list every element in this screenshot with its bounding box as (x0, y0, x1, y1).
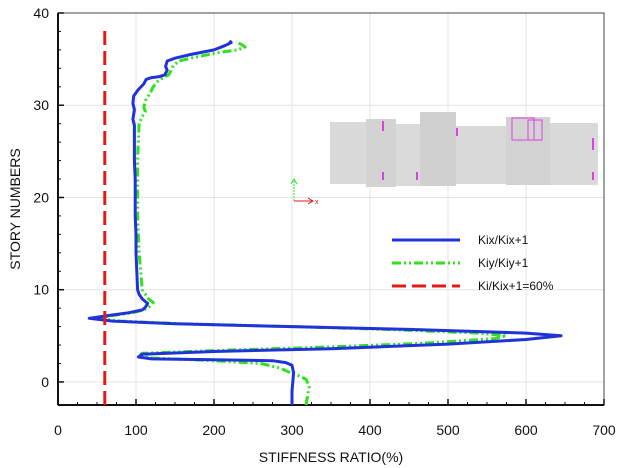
x-tick-label: 300 (280, 422, 304, 438)
plan-stair-outline (511, 117, 535, 141)
plan-core-left (366, 119, 396, 187)
plan-wall-marker (382, 172, 384, 180)
series-group (87, 29, 563, 406)
plan-body-right (456, 126, 510, 184)
x-tick-label: 100 (124, 422, 148, 438)
inset-axis-x-label: x (315, 199, 319, 206)
plan-wall-marker (456, 128, 458, 136)
y-tick-label: 40 (33, 5, 49, 21)
x-tick-label: 700 (592, 422, 616, 438)
plan-stair-outline (527, 119, 543, 141)
plan-wall-marker (592, 172, 594, 180)
legend: Kix/Kix+1 Kiy/Kiy+1 Ki/Kix+1=60% (392, 233, 554, 293)
y-tick-label: 20 (33, 189, 49, 205)
x-tick-label: 600 (514, 422, 538, 438)
plan-core-center (420, 112, 456, 186)
axis-ticks: 0 100 200 300 400 500 600 700 0 10 20 30 40 (33, 5, 615, 438)
x-tick-label: 0 (54, 422, 62, 438)
plan-wall-marker (592, 138, 594, 150)
y-tick-label: 0 (41, 374, 49, 390)
legend-label-limit: Ki/Kix+1=60% (478, 279, 554, 293)
series-line-1 (95, 40, 508, 406)
legend-label-kix: Kix/Kix+1 (478, 233, 529, 247)
y-tick-label: 30 (33, 97, 49, 113)
inset-axis-x-arrow (307, 197, 314, 205)
x-axis-title: STIFFNESS RATIO(%) (259, 449, 403, 465)
legend-label-kiy: Kiy/Kiy+1 (478, 256, 529, 270)
series-line-0 (87, 39, 563, 405)
inset-axis-y-arrow (290, 178, 298, 185)
x-tick-label: 400 (358, 422, 382, 438)
y-tick-label: 10 (33, 282, 49, 298)
x-tick-label: 200 (202, 422, 226, 438)
plan-wall-marker (382, 121, 384, 131)
floor-plan-inset: x (290, 112, 598, 206)
x-tick-label: 500 (436, 422, 460, 438)
plan-wing-right (550, 123, 598, 185)
y-axis-title: STORY NUMBERS (7, 148, 23, 269)
plan-wall-marker (416, 172, 418, 180)
